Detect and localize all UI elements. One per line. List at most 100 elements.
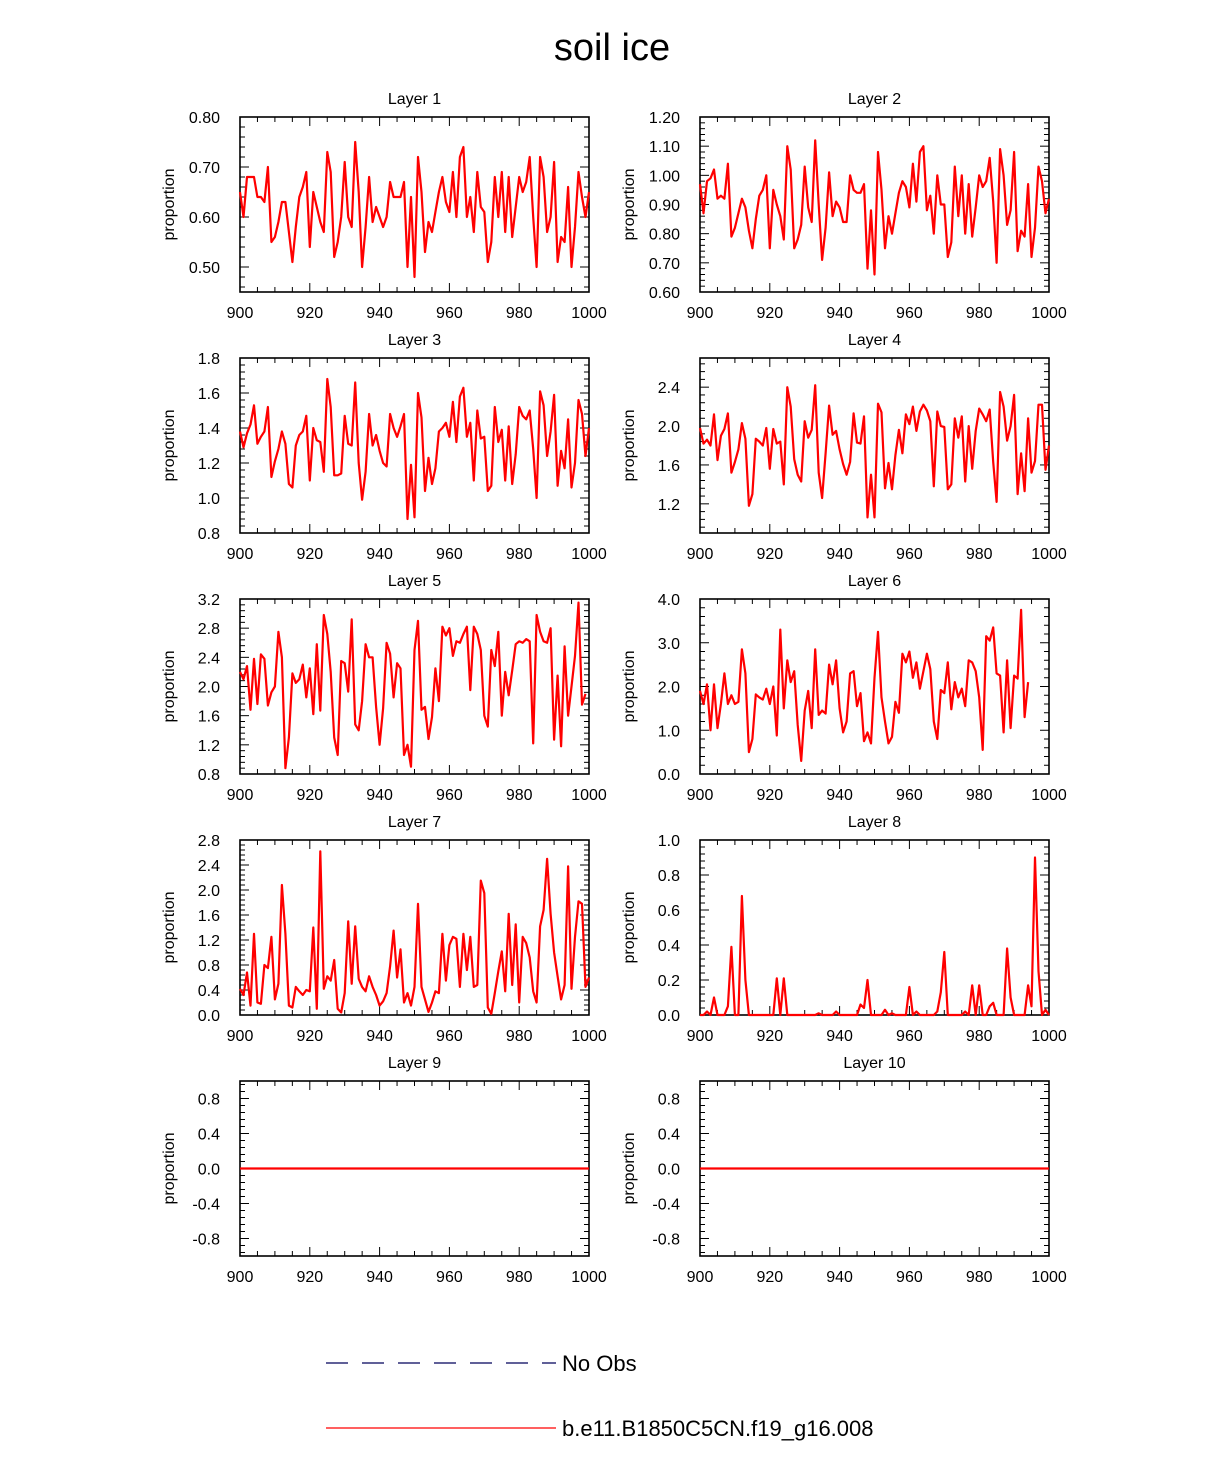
- x-tick-label: 900: [227, 1269, 254, 1286]
- x-tick-label: 900: [227, 305, 254, 322]
- y-tick-label: 0.60: [649, 285, 680, 302]
- y-axis-label: proportion: [621, 409, 638, 481]
- x-tick-label: 920: [296, 305, 323, 322]
- y-tick-label: 1.10: [649, 139, 680, 156]
- x-tick-label: 900: [687, 1269, 714, 1286]
- y-tick-label: 0.8: [198, 958, 220, 975]
- y-tick-label: 1.0: [658, 723, 680, 740]
- y-tick-label: 1.6: [198, 709, 220, 726]
- x-tick-label: 960: [896, 787, 923, 804]
- x-tick-label: 900: [687, 1028, 714, 1045]
- y-tick-label: 3.2: [198, 592, 220, 609]
- panel-title: Layer 8: [848, 814, 901, 831]
- y-tick-label: -0.4: [652, 1197, 680, 1214]
- x-tick-label: 960: [896, 305, 923, 322]
- panel-title: Layer 7: [388, 814, 441, 831]
- series-line: [238, 377, 591, 521]
- x-tick-label: 1000: [1031, 546, 1067, 563]
- x-tick-label: 940: [826, 546, 853, 563]
- x-tick-label: 920: [296, 787, 323, 804]
- x-tick-label: 900: [687, 787, 714, 804]
- y-tick-label: 0.70: [649, 256, 680, 273]
- x-tick-label: 960: [436, 1028, 463, 1045]
- panels: Layer 1 proportion 900 920 940 960 980 1000 0.50…: [161, 91, 1067, 1286]
- y-tick-label: 0.0: [198, 1162, 220, 1179]
- series-line: [239, 601, 587, 770]
- panel-layer-10: Layer 10 proportion 900 920 940 960 980 1000 -0.…: [621, 1055, 1067, 1286]
- plot-frame: [699, 839, 1050, 1016]
- panel-layer-7: Layer 7 proportion 900 920 940 960 980 1000 0.0 0…: [161, 814, 607, 1045]
- series-line: [238, 140, 591, 279]
- panel-title: Layer 9: [388, 1055, 441, 1072]
- x-tick-label: 940: [366, 546, 393, 563]
- series-line: [698, 139, 1051, 276]
- y-tick-label: 0.80: [189, 110, 220, 127]
- panel-title: Layer 2: [848, 91, 901, 108]
- figure-title: soil ice: [554, 27, 670, 69]
- y-axis-label: proportion: [161, 650, 178, 722]
- panel-layer-6: Layer 6 proportion 900 920 940 960 980 1000 0.0 1…: [621, 573, 1067, 804]
- x-tick-label: 940: [826, 1028, 853, 1045]
- y-tick-label: 0.2: [658, 973, 680, 990]
- y-tick-label: 2.4: [198, 858, 220, 875]
- panel-title: Layer 10: [843, 1055, 905, 1072]
- y-tick-label: 2.8: [198, 833, 220, 850]
- y-tick-label: 1.2: [658, 497, 680, 514]
- x-tick-label: 900: [687, 305, 714, 322]
- legend-no-obs-label: No Obs: [562, 1351, 637, 1376]
- x-tick-label: 1000: [571, 305, 607, 322]
- x-tick-label: 940: [366, 1269, 393, 1286]
- y-tick-label: -0.8: [192, 1232, 220, 1249]
- x-tick-label: 980: [966, 305, 993, 322]
- y-tick-label: 2.0: [198, 883, 220, 900]
- y-tick-label: 2.0: [198, 680, 220, 697]
- x-tick-label: 960: [436, 305, 463, 322]
- panel-title: Layer 4: [848, 332, 901, 349]
- x-tick-label: 920: [296, 546, 323, 563]
- y-tick-label: 0.90: [649, 198, 680, 215]
- x-tick-label: 1000: [1031, 787, 1067, 804]
- y-tick-label: 1.6: [198, 908, 220, 925]
- x-tick-label: 940: [826, 787, 853, 804]
- y-axis-label: proportion: [161, 409, 178, 481]
- x-tick-label: 960: [896, 1269, 923, 1286]
- y-tick-label: 0.6: [658, 903, 680, 920]
- y-tick-label: 0.8: [658, 1092, 680, 1109]
- x-tick-label: 900: [227, 546, 254, 563]
- y-tick-label: 0.8: [198, 767, 220, 784]
- x-tick-label: 980: [966, 787, 993, 804]
- y-tick-label: 0.70: [189, 160, 220, 177]
- x-tick-label: 920: [756, 787, 783, 804]
- x-tick-label: 920: [756, 305, 783, 322]
- legend: No Obs b.e11.B1850C5CN.f19_g16.008: [326, 1351, 874, 1441]
- x-tick-label: 1000: [1031, 1028, 1067, 1045]
- y-axis-label: proportion: [621, 891, 638, 963]
- y-axis-label: proportion: [161, 1132, 178, 1204]
- x-tick-label: 1000: [571, 787, 607, 804]
- y-tick-label: 1.8: [198, 351, 220, 368]
- panel-layer-4: Layer 4 proportion 900 920 940 960 980 1000 1.2 1…: [621, 332, 1067, 563]
- y-tick-label: 0.0: [198, 1008, 220, 1025]
- panel-title: Layer 5: [388, 573, 441, 590]
- panel-layer-5: Layer 5 proportion 900 920 940 960 980 1000 0.8 1…: [161, 573, 607, 804]
- x-tick-label: 940: [826, 1269, 853, 1286]
- y-tick-label: 2.8: [198, 621, 220, 638]
- x-tick-label: 980: [506, 305, 533, 322]
- x-tick-label: 940: [826, 305, 853, 322]
- y-tick-label: 0.80: [649, 227, 680, 244]
- y-tick-label: 0.50: [189, 260, 220, 277]
- x-tick-label: 900: [687, 546, 714, 563]
- y-axis-label: proportion: [161, 168, 178, 240]
- x-tick-label: 980: [966, 1028, 993, 1045]
- y-tick-label: -0.4: [192, 1197, 220, 1214]
- x-tick-label: 1000: [1031, 1269, 1067, 1286]
- x-tick-label: 980: [966, 1269, 993, 1286]
- y-tick-label: 0.0: [658, 1162, 680, 1179]
- series-line: [698, 608, 1030, 763]
- x-tick-label: 920: [756, 1028, 783, 1045]
- y-tick-label: 1.20: [649, 110, 680, 127]
- x-tick-label: 900: [227, 787, 254, 804]
- y-tick-label: 1.2: [198, 456, 220, 473]
- series-line: [700, 856, 1050, 1017]
